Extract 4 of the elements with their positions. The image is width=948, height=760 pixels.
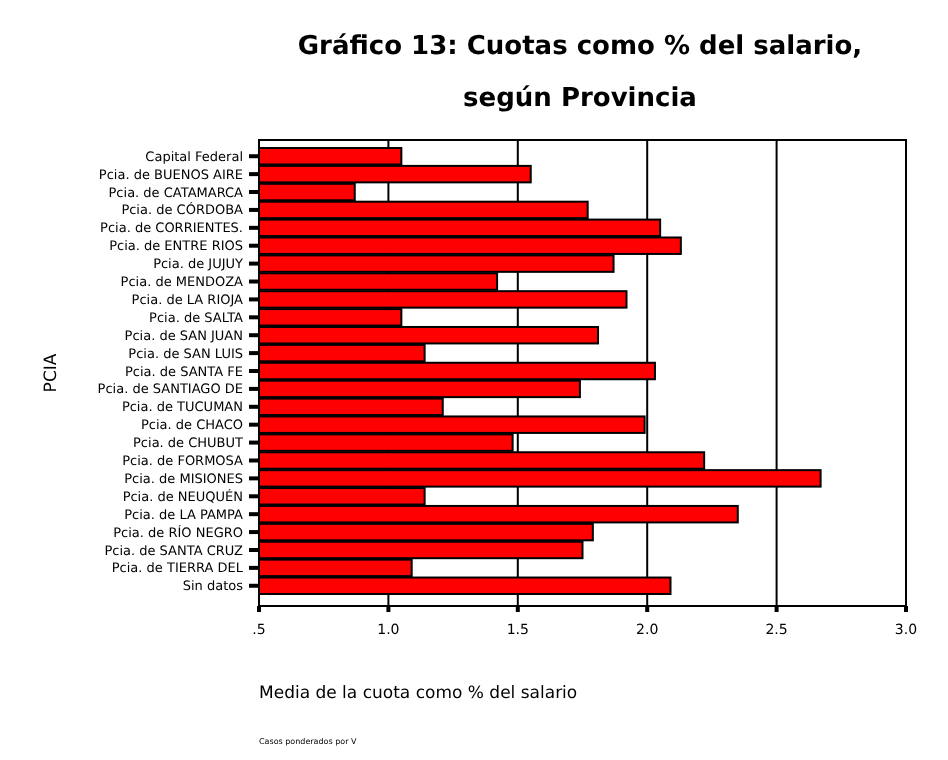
x-axis-title: Media de la cuota como % del salario	[259, 684, 578, 704]
chart-subtitle: según Provincia	[463, 84, 697, 114]
chart-title: Gráfico 13: Cuotas como % del salario,	[297, 32, 863, 62]
y-axis-title: PCIA	[42, 353, 62, 393]
